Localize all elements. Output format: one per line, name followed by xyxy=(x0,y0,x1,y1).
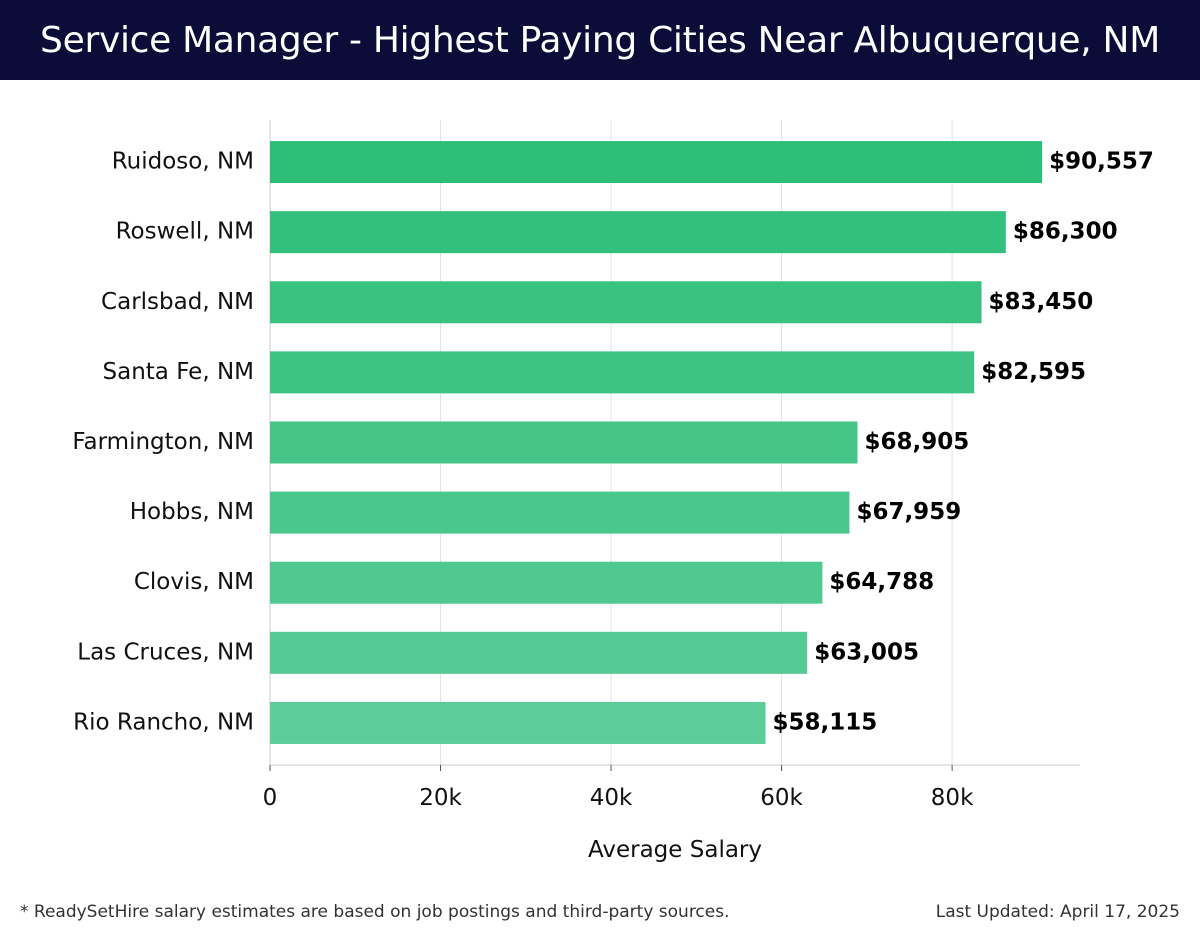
bar xyxy=(270,281,982,324)
value-label: $68,905 xyxy=(865,429,970,455)
value-label: $67,959 xyxy=(856,499,961,525)
category-label: Roswell, NM xyxy=(116,219,254,245)
bar xyxy=(270,421,858,464)
bar xyxy=(270,141,1043,184)
last-updated: Last Updated: April 17, 2025 xyxy=(935,902,1180,922)
value-label: $82,595 xyxy=(981,359,1086,385)
category-label: Farmington, NM xyxy=(72,429,254,455)
category-label: Rio Rancho, NM xyxy=(73,709,254,735)
bar xyxy=(270,491,850,534)
value-label: $90,557 xyxy=(1049,149,1154,175)
value-label: $64,788 xyxy=(829,569,934,595)
x-tick-label: 0 xyxy=(263,785,278,811)
x-tick-label: 60k xyxy=(760,785,803,811)
x-tick-label: 80k xyxy=(931,785,974,811)
bar xyxy=(270,351,975,394)
bar xyxy=(270,701,766,744)
category-label: Clovis, NM xyxy=(134,569,254,595)
category-label: Las Cruces, NM xyxy=(77,639,254,665)
category-label: Hobbs, NM xyxy=(130,499,254,525)
value-label: $86,300 xyxy=(1013,219,1118,245)
x-tick-label: 20k xyxy=(419,785,462,811)
bar xyxy=(270,631,808,674)
footer-note: * ReadySetHire salary estimates are base… xyxy=(20,902,730,922)
category-label: Ruidoso, NM xyxy=(112,149,254,175)
x-axis-title: Average Salary xyxy=(588,837,762,863)
value-label: $83,450 xyxy=(989,289,1094,315)
category-label: Carlsbad, NM xyxy=(101,289,254,315)
chart-title: Service Manager - Highest Paying Cities … xyxy=(40,19,1160,61)
category-label: Santa Fe, NM xyxy=(103,359,255,385)
bar xyxy=(270,561,823,604)
x-tick-label: 40k xyxy=(590,785,633,811)
bar-chart: Ruidoso, NM $90,557 Roswell, NM $86,300 Carl… xyxy=(72,120,1154,863)
value-label: $63,005 xyxy=(814,639,919,665)
value-label: $58,115 xyxy=(773,709,878,735)
chart-header: Service Manager - Highest Paying Cities … xyxy=(0,0,1200,80)
bar xyxy=(270,211,1006,254)
